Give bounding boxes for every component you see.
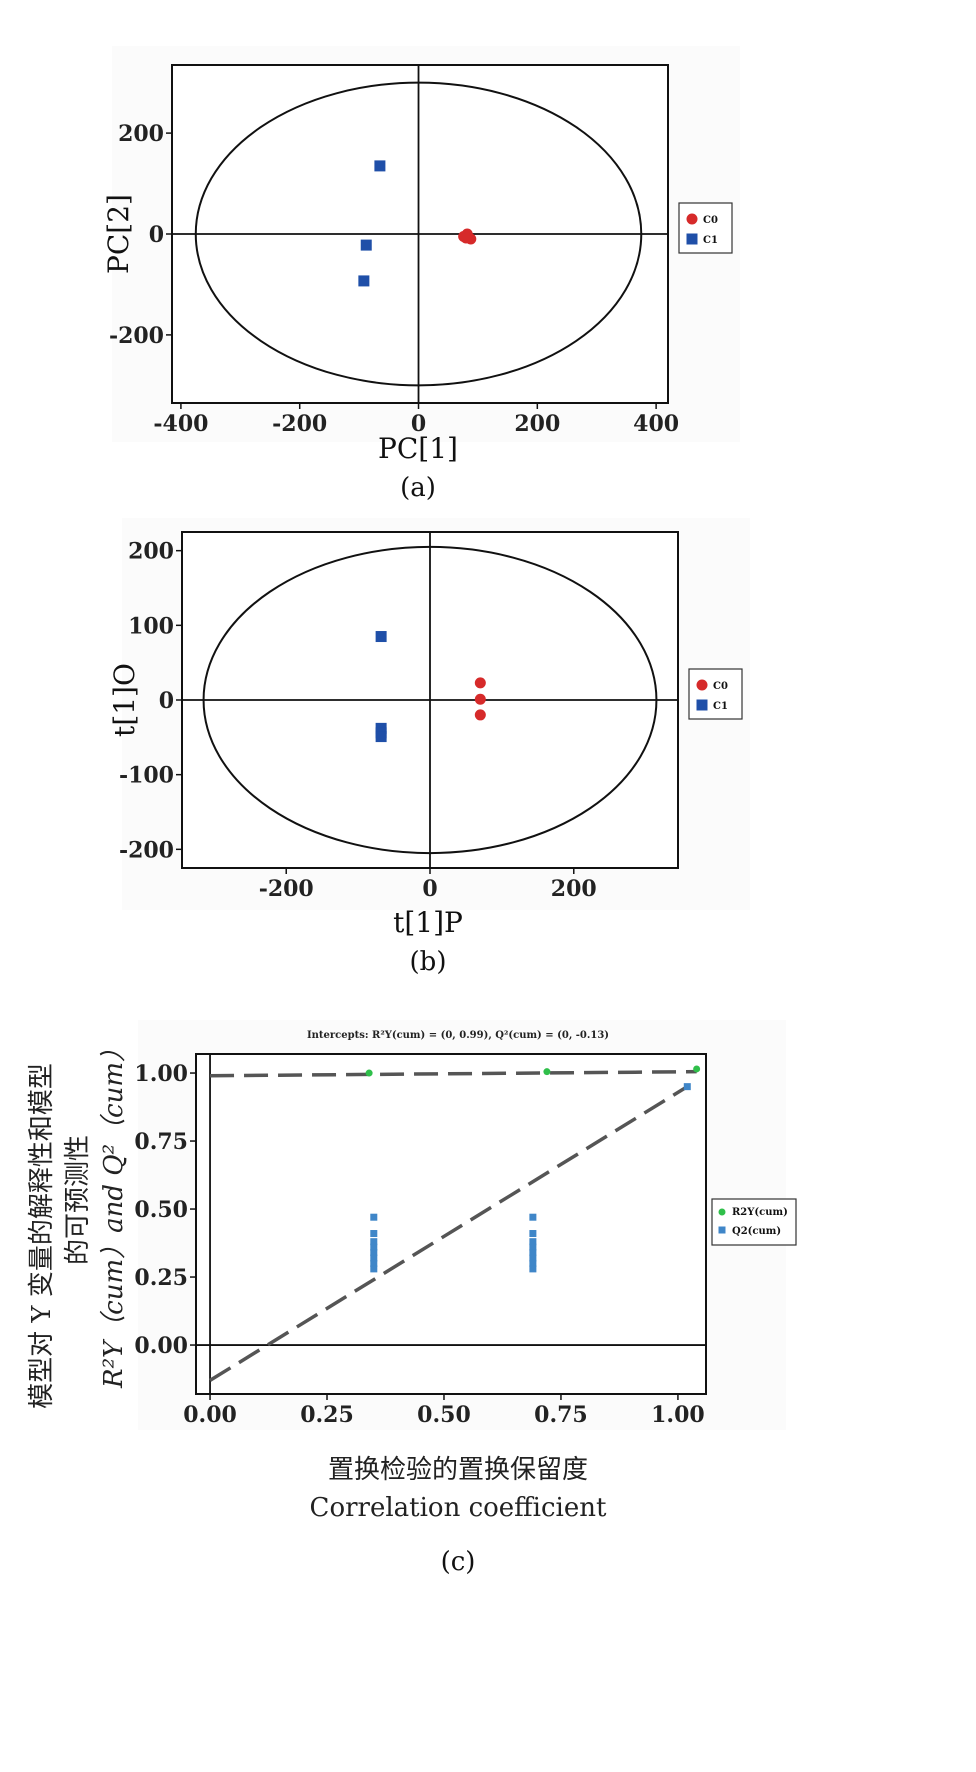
panel-b-y-tick-label: 100 <box>128 613 174 639</box>
panel-c-x-tick-label: 1.00 <box>651 1402 705 1428</box>
panel-a-caption: (a) <box>400 473 436 503</box>
panel-a-x-tick-label: -200 <box>272 411 327 437</box>
panel-a-x-tick-label: 400 <box>633 411 679 437</box>
panel-b-point-c1 <box>375 731 387 743</box>
panel-b-caption: (b) <box>410 947 447 977</box>
panel-c-point-q2 <box>529 1249 537 1257</box>
panel-c-regression-line-r2ycum <box>210 1069 697 1078</box>
panel-a-y-axis-label: PC[2] <box>102 194 135 274</box>
panel-a-point-c1 <box>360 239 372 251</box>
panel-c-plot: 0.00 0.25 0.50 0.75 1.00 1.00 0.75 0.50 0.25 0.00 <box>134 1053 707 1428</box>
panel-a-plot: -400 -200 0 200 400 200 0 -200 <box>109 64 679 437</box>
panel-b-point-c1 <box>375 631 387 643</box>
panel-a-legend-c1-label: C1 <box>703 235 718 246</box>
panel-b-y-tick-label: -200 <box>119 837 174 863</box>
panel-c-legend-q2-marker <box>718 1226 726 1234</box>
panel-b-legend-c1-label: C1 <box>713 701 728 712</box>
panel-a-x-tick-label: -400 <box>153 411 208 437</box>
panel-a-confidence-ellipse <box>194 81 643 387</box>
panel-b-legend-c0-label: C0 <box>713 681 728 692</box>
panel-c-x-tick-label: 0.00 <box>183 1402 237 1428</box>
panel-c-x-tick-label: 0.50 <box>417 1402 471 1428</box>
panel-b-y-tick-label: -100 <box>119 763 174 789</box>
panel-b-legend-box <box>688 668 743 720</box>
panel-a-y-tick-label: 200 <box>118 121 164 147</box>
panel-a-point-c0 <box>460 232 472 244</box>
panel-c-y-tick-label: 1.00 <box>134 1061 188 1087</box>
panel-c-legend-r2y-marker <box>718 1208 726 1216</box>
panel-c-point-q2 <box>529 1238 537 1246</box>
panel-c-y-axis-label-zh-line1: 模型对 Y 变量的解释性和模型 <box>27 1063 57 1409</box>
panel-b-y-axis-label: t[1]O <box>108 663 141 737</box>
panel-c-point-q2 <box>683 1083 691 1091</box>
panel-b-point-c0 <box>474 709 486 721</box>
panel-c-y-axis-label: R²Y（cum）and Q²（cum） <box>99 1036 129 1389</box>
panel-c-caption: (c) <box>441 1547 476 1577</box>
panel-c-point-r2y <box>365 1069 373 1077</box>
panel-c-y-tick-label: 0.75 <box>134 1129 188 1155</box>
panel-c-x-tick-label: 0.25 <box>300 1402 354 1428</box>
panel-c-point-r2y <box>543 1068 551 1076</box>
panel-b-point-c0 <box>474 693 486 705</box>
panel-c-y-axis-label-zh-line2: 的可预测性 <box>63 1135 93 1265</box>
panel-c-title: Intercepts: R²Y(cum) = (0, 0.99), Q²(cum… <box>307 1030 609 1041</box>
panel-b-plot: -200 0 200 200 100 0 -100 -200 <box>119 531 679 902</box>
panel-b-x-tick-label: 0 <box>422 876 437 902</box>
panel-b-legend-c0-marker <box>696 679 708 691</box>
panel-c-point-q2 <box>529 1213 537 1221</box>
panel-b-point-c0 <box>474 677 486 689</box>
panel-a-x-tick-label: 200 <box>514 411 560 437</box>
panel-a-x-tick-label: 0 <box>411 411 426 437</box>
panel-c-x-axis-label: Correlation coefficient <box>310 1493 607 1523</box>
panel-c-point-q2 <box>370 1265 378 1273</box>
panel-a-legend-c1-marker <box>686 233 698 245</box>
panel-c-point-q2 <box>370 1249 378 1257</box>
panel-c-point-q2 <box>529 1254 537 1262</box>
panel-c-y-tick-label: 0.50 <box>134 1197 188 1223</box>
panel-a-y-tick-label: 0 <box>149 222 164 248</box>
panel-a-legend-c0-marker <box>686 213 698 225</box>
panel-b-y-tick-label: 200 <box>128 539 174 565</box>
panel-c-x-tick-label: 0.75 <box>534 1402 588 1428</box>
panel-c-point-q2 <box>370 1213 378 1221</box>
panel-a-legend-c0-label: C0 <box>703 215 718 226</box>
panel-b-confidence-ellipse <box>202 545 658 855</box>
panel-c-regression-line-q2cum <box>209 1085 689 1382</box>
panel-c-point-q2 <box>370 1259 378 1267</box>
panel-c-point-q2 <box>529 1230 537 1238</box>
panel-b-y-tick-label: 0 <box>159 688 174 714</box>
panel-c-x-axis-label-zh: 置换检验的置换保留度 <box>328 1455 588 1485</box>
panel-b-x-axis-label: t[1]P <box>393 906 463 939</box>
panel-c-y-tick-label: 0.25 <box>134 1265 188 1291</box>
panel-c-legend-r2y-label: R2Y(cum) <box>732 1207 788 1218</box>
panel-b-x-tick-label: 200 <box>551 876 597 902</box>
panel-a-legend-box <box>678 202 733 254</box>
panel-c-legend-q2-label: Q2(cum) <box>732 1226 781 1237</box>
panel-a-legend: C0 C1 <box>678 202 733 254</box>
panel-c-point-q2 <box>370 1243 378 1251</box>
panel-a-y-tick-label: -200 <box>109 323 164 349</box>
panel-c-legend: R2Y(cum) Q2(cum) <box>711 1198 797 1246</box>
panel-b-x-tick-label: -200 <box>259 876 314 902</box>
panel-a-point-c1 <box>358 275 370 287</box>
panel-c-point-q2 <box>370 1254 378 1262</box>
panel-c-point-q2 <box>529 1265 537 1273</box>
panel-c-point-q2 <box>529 1259 537 1267</box>
panel-c-legend-box <box>711 1198 797 1246</box>
panel-b-legend-c1-marker <box>696 699 708 711</box>
panel-c-point-q2 <box>529 1243 537 1251</box>
panel-c-point-r2y <box>693 1065 701 1073</box>
panel-a-point-c1 <box>374 160 386 172</box>
panel-c-y-tick-label: 0.00 <box>134 1333 188 1359</box>
panel-b-legend: C0 C1 <box>688 668 743 720</box>
panel-c-point-q2 <box>370 1230 378 1238</box>
panel-a-x-axis-label: PC[1] <box>378 432 458 465</box>
panel-c-point-q2 <box>370 1238 378 1246</box>
